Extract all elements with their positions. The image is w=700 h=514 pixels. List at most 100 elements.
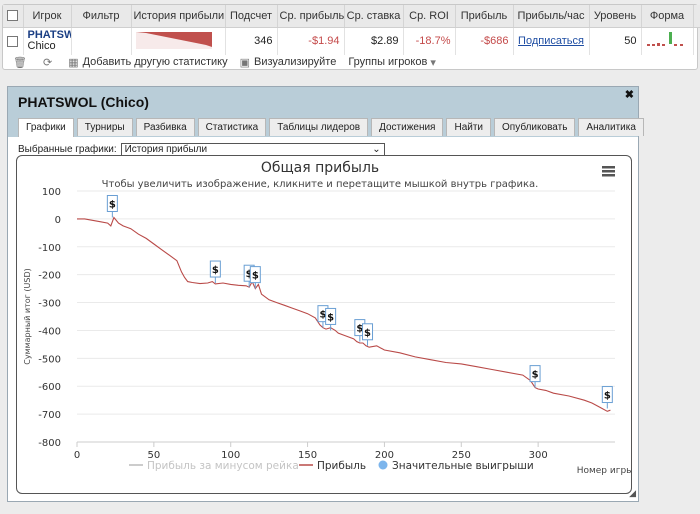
legend-label-profit: Прибыль — [317, 460, 366, 472]
tab-breakdown[interactable]: Разбивка — [135, 118, 195, 136]
stats-toolbar: 🗑 ⟳ ▦ Добавить другую статистику ▣ Визуали… — [3, 54, 697, 70]
player-name[interactable]: PHATSW — [27, 29, 71, 41]
svg-text:$: $ — [364, 328, 371, 339]
big-win-flag[interactable]: $ — [529, 365, 541, 388]
image-icon: ▣ — [239, 56, 250, 69]
stats-table: Игрок Фильтр История прибыли Подсчет Ср.… — [3, 5, 700, 55]
tab-charts[interactable]: Графики — [18, 118, 74, 137]
col-header-avg-roi[interactable]: Ср. ROI — [403, 5, 456, 28]
y-tick-label: -800 — [38, 438, 61, 449]
svg-text:$: $ — [327, 312, 334, 323]
avg-stake-cell: $2.89 — [344, 27, 404, 55]
x-tick-label: 300 — [529, 450, 548, 461]
profit-chart[interactable]: Общая прибыль Чтобы увеличить изображение… — [17, 156, 632, 494]
profit-hour-cell: Подписаться — [513, 27, 590, 55]
col-header-avg-stake[interactable]: Ср. ставка — [344, 5, 404, 28]
y-tick-label: 100 — [42, 187, 61, 198]
col-header-player[interactable]: Игрок — [23, 5, 72, 28]
big-win-flag[interactable]: $ — [106, 194, 118, 218]
chevron-down-icon: ⌄ — [372, 144, 381, 155]
chart-title: Общая прибыль — [261, 160, 379, 176]
y-tick-label: -200 — [38, 271, 61, 282]
add-column-icon: ▦ — [68, 56, 79, 69]
profit-history-sparkline — [131, 27, 226, 55]
tab-bar: Графики Турниры Разбивка Статистика Табл… — [18, 118, 647, 137]
chart-container[interactable]: Общая прибыль Чтобы увеличить изображение… — [16, 155, 632, 494]
legend-label-net-profit: Прибыль за минусом рейка — [147, 460, 299, 472]
visualize-button[interactable]: ▣ Визуализируйте — [239, 56, 337, 69]
x-tick-label: 100 — [221, 450, 240, 461]
level-cell: 50 — [589, 27, 642, 55]
select-all-checkbox[interactable] — [3, 5, 24, 28]
x-tick-label: 200 — [375, 450, 394, 461]
refresh-icon[interactable]: ⟳ — [42, 56, 53, 69]
avg-roi-cell: -18.7% — [403, 27, 456, 55]
table-row: PHATSW Chico 346 -$1.94 $2.89 -18.7% -$6… — [3, 27, 700, 55]
filter-cell[interactable] — [71, 27, 132, 55]
x-tick-label: 0 — [74, 450, 80, 461]
subscribe-link[interactable]: Подписаться — [518, 35, 584, 47]
y-axis-label: Суммарный итог (USD) — [23, 268, 32, 365]
tab-analytics[interactable]: Аналитика — [578, 118, 644, 136]
svg-text:$: $ — [109, 199, 116, 210]
legend-swatch-big-wins — [378, 460, 388, 470]
col-header-filter[interactable]: Фильтр — [71, 5, 132, 28]
y-tick-label: -600 — [38, 382, 61, 393]
player-cell[interactable]: PHATSW Chico — [23, 27, 72, 55]
y-tick-label: -500 — [38, 354, 61, 365]
svg-text:$: $ — [604, 391, 611, 402]
resize-grip-icon[interactable]: ◢ — [629, 488, 636, 498]
col-header-empty — [693, 5, 700, 28]
caret-down-icon: ▾ — [430, 56, 436, 69]
big-win-flag[interactable]: $ — [601, 386, 613, 409]
col-header-profit-hour[interactable]: Прибыль/час — [513, 5, 590, 28]
y-tick-label: -400 — [38, 326, 61, 337]
close-button[interactable]: ✖ — [624, 89, 634, 101]
big-win-flag[interactable]: $ — [249, 266, 261, 289]
form-bars — [646, 31, 683, 46]
big-win-flag[interactable]: $ — [362, 323, 374, 346]
y-tick-label: -700 — [38, 410, 61, 421]
tab-tournaments[interactable]: Турниры — [76, 118, 133, 136]
y-tick-label: -300 — [38, 299, 61, 310]
col-header-form[interactable]: Форма — [641, 5, 694, 28]
big-win-flag[interactable]: $ — [209, 260, 221, 284]
tab-achievements[interactable]: Достижения — [371, 118, 444, 136]
chart-select-label: Выбранные графики: — [18, 144, 117, 155]
col-header-profit[interactable]: Прибыль — [455, 5, 514, 28]
tab-find[interactable]: Найти — [446, 118, 492, 136]
trash-icon[interactable]: 🗑 — [13, 56, 27, 69]
chart-menu-icon[interactable] — [602, 166, 615, 177]
add-stat-button[interactable]: ▦ Добавить другую статистику — [68, 56, 228, 69]
col-header-profit-history[interactable]: История прибыли — [131, 5, 226, 28]
player-groups-dropdown[interactable]: Группы игроков ▾ — [348, 56, 436, 69]
tab-statistics[interactable]: Статистика — [197, 118, 267, 136]
avg-profit-cell: -$1.94 — [277, 27, 345, 55]
series-line-profit — [77, 216, 611, 412]
tab-leaderboards[interactable]: Таблицы лидеров — [269, 118, 369, 136]
x-axis-label: Номер игры — [577, 466, 632, 476]
form-cell — [641, 27, 694, 55]
tab-publish[interactable]: Опубликовать — [494, 118, 576, 136]
x-tick-label: 150 — [298, 450, 317, 461]
player-modal: PHATSWOL (Chico) ✖ Графики Турниры Разби… — [7, 86, 644, 502]
col-header-avg-profit[interactable]: Ср. прибыль — [277, 5, 345, 28]
x-tick-label: 50 — [147, 450, 160, 461]
svg-text:$: $ — [356, 324, 363, 335]
svg-text:$: $ — [532, 370, 539, 381]
y-tick-label: -100 — [38, 243, 61, 254]
row-checkbox[interactable] — [3, 27, 24, 55]
count-cell: 346 — [225, 27, 278, 55]
legend-label-big-wins: Значительные выигрыши — [392, 460, 534, 472]
svg-text:$: $ — [319, 310, 326, 321]
stats-panel: Игрок Фильтр История прибыли Подсчет Ср.… — [2, 4, 700, 70]
col-header-level[interactable]: Уровень — [589, 5, 642, 28]
svg-text:$: $ — [246, 269, 253, 280]
svg-text:$: $ — [252, 271, 259, 282]
col-header-count[interactable]: Подсчет — [225, 5, 278, 28]
modal-header: PHATSWOL (Chico) ✖ Графики Турниры Разби… — [8, 87, 644, 137]
stats-header-row: Игрок Фильтр История прибыли Подсчет Ср.… — [3, 5, 700, 28]
big-win-flag[interactable]: $ — [325, 307, 337, 331]
x-tick-label: 250 — [452, 450, 471, 461]
player-site: Chico — [27, 40, 56, 52]
